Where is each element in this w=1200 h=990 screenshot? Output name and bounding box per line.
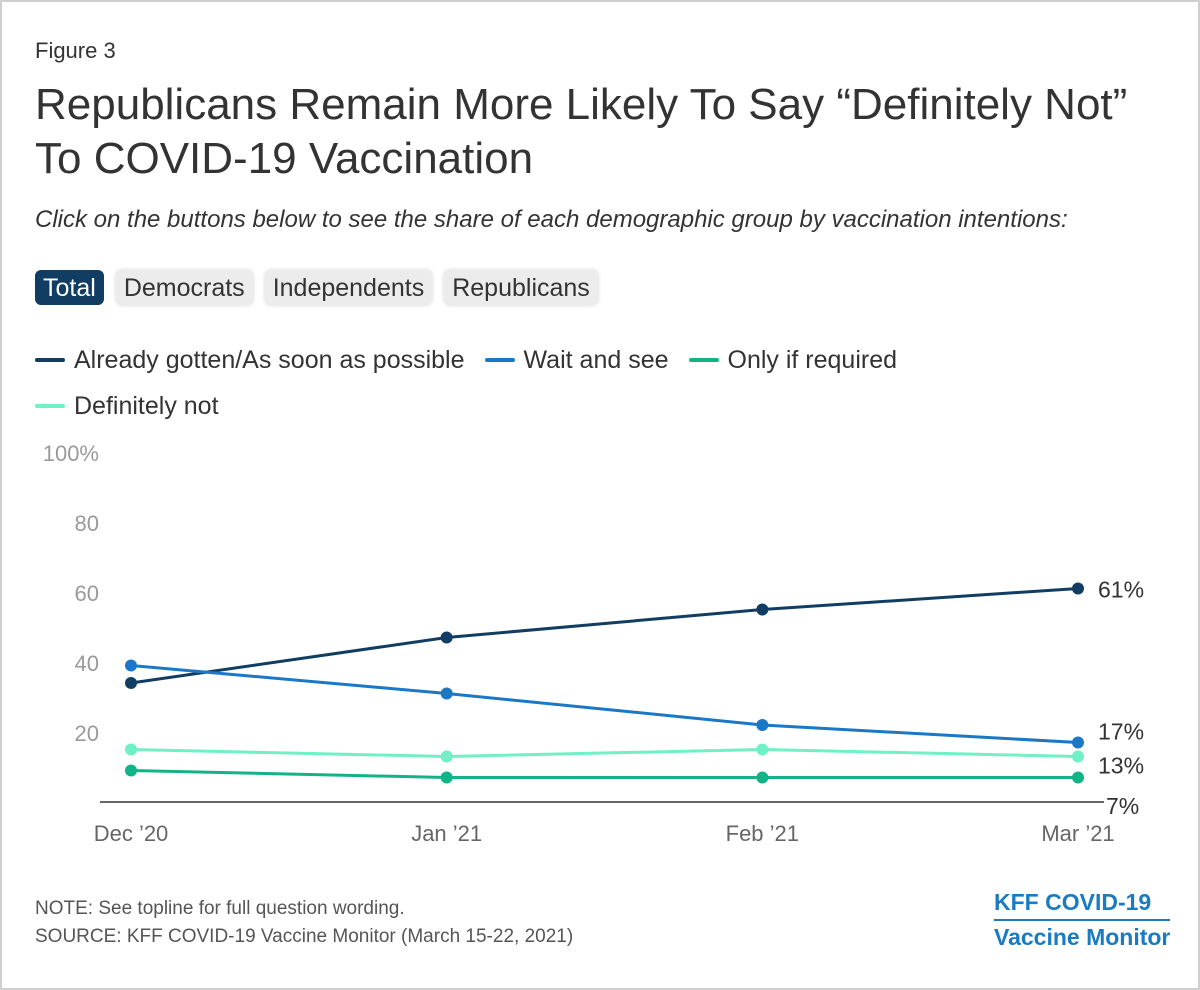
- footnote: NOTE: See topline for full question word…: [35, 895, 573, 951]
- legend-item-only-if-required: Only if required: [688, 345, 898, 375]
- end-label: 17%: [1098, 719, 1144, 745]
- source-text: SOURCE: KFF COVID-19 Vaccine Monitor (Ma…: [35, 926, 574, 947]
- legend-row: Already gotten/As soon as possible Wait …: [35, 342, 1165, 378]
- x-tick-label: Jan ’21: [411, 821, 482, 846]
- end-label: 13%: [1098, 753, 1144, 779]
- legend-swatch: [484, 358, 515, 362]
- series-line: [130, 587, 1079, 685]
- kff-logo-line2: Vaccine Monitor: [994, 924, 1171, 950]
- legend-label: Definitely not: [74, 391, 219, 420]
- data-point: [440, 631, 453, 644]
- data-point: [125, 677, 137, 689]
- data-point: [1072, 582, 1084, 595]
- data-point: [125, 743, 137, 756]
- democrats-button[interactable]: Democrats: [115, 270, 253, 305]
- legend-row: Definitely not: [35, 388, 1165, 424]
- data-point: [756, 603, 769, 616]
- y-tick-label: 80: [75, 511, 99, 536]
- y-tick-label: 60: [75, 581, 99, 606]
- x-tick-label: Feb ’21: [726, 821, 799, 846]
- chart-legend: Already gotten/As soon as possible Wait …: [35, 342, 1165, 434]
- data-point: [1072, 736, 1084, 749]
- legend-label: Already gotten/As soon as possible: [74, 345, 465, 374]
- figure-label: Figure 3: [35, 38, 116, 63]
- data-point: [125, 764, 137, 777]
- data-point: [1072, 771, 1084, 784]
- total-button[interactable]: Total: [35, 270, 104, 305]
- legend-item-wait-and-see: Wait and see: [484, 345, 669, 375]
- legend-swatch: [35, 404, 65, 408]
- group-button-bar: Total Democrats Independents Republicans: [35, 270, 598, 305]
- series-line: [130, 664, 1079, 744]
- chart-title: Republicans Remain More Likely To Say “D…: [35, 80, 1128, 183]
- x-tick-label: Mar ’21: [1041, 821, 1114, 846]
- legend-item-already-gotten: Already gotten/As soon as possible: [35, 346, 465, 375]
- independents-button[interactable]: Independents: [264, 270, 433, 305]
- data-point: [440, 750, 453, 763]
- legend-label: Only if required: [727, 345, 898, 374]
- data-point: [125, 659, 137, 672]
- legend-item-definitely-not: Definitely not: [35, 392, 219, 421]
- kff-logo: KFF COVID-19 Vaccine Monitor: [994, 886, 1171, 954]
- line-chart: 20 40 60 80 100% Dec ’20 Jan ’21 Feb ’21 Mar ’21…: [43, 441, 1144, 846]
- kff-logo-line1: KFF COVID-19: [994, 886, 1171, 921]
- legend-swatch: [688, 358, 719, 362]
- data-point: [756, 771, 769, 784]
- data-point: [1072, 750, 1084, 763]
- legend-label: Wait and see: [523, 345, 669, 374]
- end-label: 7%: [1106, 793, 1139, 819]
- series-line: [130, 748, 1079, 758]
- end-label: 61%: [1098, 577, 1144, 603]
- data-point: [440, 771, 453, 784]
- series-line: [130, 769, 1078, 779]
- y-tick-label: 100%: [43, 441, 99, 466]
- note-text: NOTE: See topline for full question word…: [35, 898, 405, 919]
- data-point: [440, 687, 453, 700]
- republicans-button[interactable]: Republicans: [444, 270, 598, 305]
- x-tick-label: Dec ’20: [94, 821, 169, 846]
- legend-swatch: [35, 358, 65, 362]
- data-point: [756, 719, 769, 731]
- y-tick-label: 40: [75, 651, 99, 676]
- chart-subtitle: Click on the buttons below to see the sh…: [35, 206, 1068, 233]
- data-point: [756, 743, 769, 756]
- y-tick-label: 20: [75, 721, 99, 746]
